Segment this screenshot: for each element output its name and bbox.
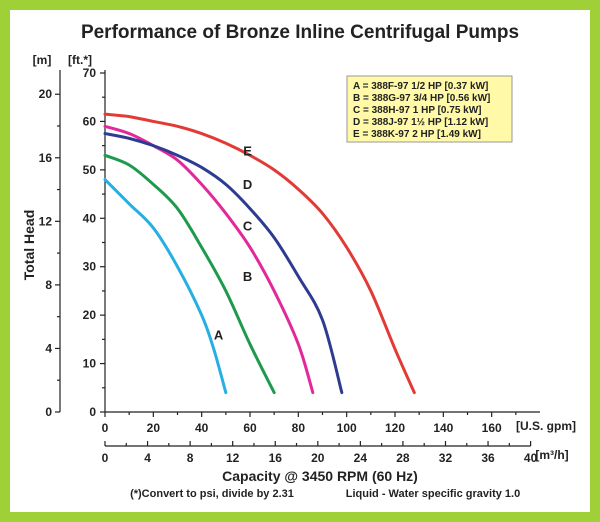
- legend-entry: C = 388H-97 1 HP [0.75 kW]: [353, 105, 482, 116]
- x-secondary-tick-label: 36: [481, 451, 495, 465]
- x-secondary-tick-label: 0: [102, 451, 109, 465]
- x-tick-label: 80: [292, 421, 306, 435]
- x-tick-label: 120: [385, 421, 405, 435]
- x-tick-label: 40: [195, 421, 209, 435]
- x-secondary-tick-label: 8: [187, 451, 194, 465]
- series-group: [103, 112, 416, 395]
- legend-entry: B = 388G-97 3/4 HP [0.56 kW]: [353, 93, 490, 104]
- y-tick-label: 30: [83, 260, 97, 274]
- curve-labels: A B C D E: [214, 143, 253, 342]
- y-secondary-tick-label: 12: [39, 214, 53, 228]
- curve-label-c: C: [243, 218, 253, 233]
- y-secondary-tick-label: 0: [45, 405, 52, 419]
- x-secondary-tick-label: 20: [311, 451, 325, 465]
- series-b-line: [103, 153, 276, 395]
- y-secondary-tick-label: 16: [39, 151, 53, 165]
- curve-label-a: A: [214, 327, 224, 342]
- x-secondary-tick-label: 32: [439, 451, 453, 465]
- y-unit-secondary: [m]: [33, 53, 52, 67]
- y-tick-label: 60: [83, 114, 97, 128]
- x-tick-label: 140: [433, 421, 453, 435]
- x-tick-label: 100: [337, 421, 357, 435]
- y-secondary-tick-label: 4: [45, 341, 52, 355]
- y-tick-label: 10: [83, 357, 97, 371]
- footnote-psi: (*)Convert to psi, divide by 2.31: [130, 488, 294, 500]
- legend: A = 388F-97 1/2 HP [0.37 kW]B = 388G-97 …: [346, 75, 513, 143]
- series-d-line: [103, 132, 344, 395]
- y-tick-label: 0: [89, 405, 96, 419]
- legend-entry: A = 388F-97 1/2 HP [0.37 kW]: [353, 81, 488, 92]
- x-tick-label: 20: [147, 421, 161, 435]
- y-secondary-tick-label: 20: [39, 87, 53, 101]
- series-a-line: [103, 178, 228, 395]
- y-tick-label: 50: [83, 163, 97, 177]
- x-tick-label: 160: [482, 421, 502, 435]
- curve-label-b: B: [243, 269, 252, 284]
- y-unit-primary: [ft.*]: [68, 53, 92, 67]
- x-secondary-tick-label: 24: [354, 451, 368, 465]
- x-secondary-tick-label: 4: [144, 451, 151, 465]
- legend-entry: E = 388K-97 2 HP [1.49 kW]: [353, 129, 481, 140]
- footnote-liquid: Liquid - Water specific gravity 1.0: [346, 488, 520, 500]
- y-secondary-tick-label: 8: [45, 278, 52, 292]
- y-tick-label: 70: [83, 66, 97, 80]
- x-axis-title: Capacity @ 3450 RPM (60 Hz): [222, 468, 418, 484]
- x-tick-label: 60: [243, 421, 257, 435]
- legend-entry: D = 388J-97 1½ HP [1.12 kW]: [353, 117, 488, 128]
- x-unit-primary: [U.S. gpm]: [516, 419, 576, 433]
- x-secondary-tick-label: 16: [269, 451, 283, 465]
- y-axis-title: Total Head: [21, 210, 37, 281]
- x-secondary-tick-label: 12: [226, 451, 240, 465]
- x-unit-secondary: [m³/h]: [535, 448, 568, 462]
- series-c-line: [103, 124, 315, 395]
- series-e-line: [103, 112, 416, 395]
- x-secondary-tick-label: 28: [396, 451, 410, 465]
- legend-box: [346, 75, 513, 143]
- x-tick-label: 0: [102, 421, 109, 435]
- y-tick-label: 20: [83, 308, 97, 322]
- y-tick-label: 40: [83, 211, 97, 225]
- chart-title: Performance of Bronze Inline Centrifugal…: [81, 22, 519, 43]
- x-secondary-tick-label: 40: [524, 451, 538, 465]
- curve-label-d: D: [243, 177, 252, 192]
- curve-label-e: E: [243, 143, 252, 158]
